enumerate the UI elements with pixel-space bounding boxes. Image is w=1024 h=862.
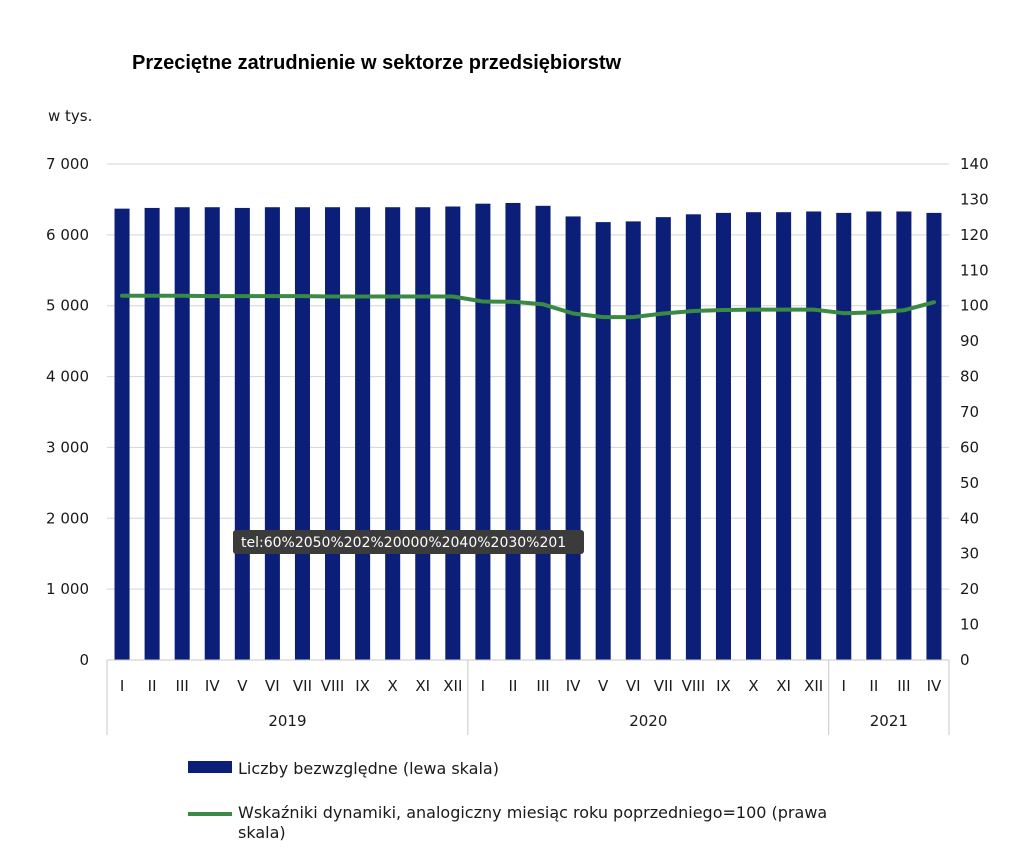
x-group-label: 2020 <box>629 712 667 730</box>
y-tick-label: 4 000 <box>46 368 89 386</box>
y-axis-label: w tys. <box>48 107 92 125</box>
bar <box>926 212 942 661</box>
x-tick-label: VIII <box>321 677 345 695</box>
bar-series <box>114 202 942 661</box>
y2-tick-label: 20 <box>960 580 979 598</box>
bar <box>174 207 190 661</box>
x-tick-label: IX <box>355 677 370 695</box>
x-group-label: 2021 <box>870 712 908 730</box>
x-tick-label: VI <box>265 677 280 695</box>
bar <box>325 207 341 661</box>
legend-label-bars: Liczby bezwzględne (lewa skala) <box>238 759 499 778</box>
y-tick-label: 5 000 <box>46 297 89 315</box>
bar <box>595 222 611 661</box>
bar <box>685 214 701 660</box>
x-tick-label: III <box>536 677 549 695</box>
bar <box>234 207 250 660</box>
bar <box>505 202 521 660</box>
y-tick-label: 2 000 <box>46 509 89 527</box>
x-tick-label: VIII <box>682 677 706 695</box>
x-tick-label: V <box>598 677 609 695</box>
y2-tick-label: 80 <box>960 368 979 386</box>
x-tick-label: XI <box>415 677 430 695</box>
y-tick-label: 1 000 <box>46 580 89 598</box>
bar <box>896 211 912 660</box>
x-tick-label: II <box>148 677 157 695</box>
bar <box>114 208 130 660</box>
bar <box>866 211 882 660</box>
x-tick-label: VI <box>626 677 641 695</box>
series-line <box>120 293 936 320</box>
x-tick-label: VII <box>293 677 312 695</box>
x-axis: I II III IV V VI VII VIII IX X XI XII I II III IV V VI VII… <box>106 659 950 735</box>
bar <box>445 206 461 660</box>
y2-tick-label: 0 <box>960 651 970 669</box>
bar <box>294 207 310 661</box>
x-tick-label: IV <box>566 677 581 695</box>
bar <box>715 212 731 661</box>
bar <box>264 207 280 661</box>
y2-tick-label: 50 <box>960 474 979 492</box>
gridlines <box>107 163 949 590</box>
bar <box>655 217 671 660</box>
bar <box>475 203 491 660</box>
y2-tick-label: 30 <box>960 545 979 563</box>
y-tick-label: 7 000 <box>46 155 89 173</box>
tooltip-background <box>233 530 584 554</box>
bar <box>776 212 792 660</box>
x-tick-label: IV <box>927 677 942 695</box>
x-tick-label: XII <box>443 677 462 695</box>
y-tick-label: 3 000 <box>46 438 89 456</box>
y-tick-label: 0 <box>79 651 89 669</box>
bar <box>836 212 852 661</box>
x-tick-label: V <box>237 677 248 695</box>
legend-swatch-bars <box>188 761 232 773</box>
x-tick-label: VII <box>654 677 673 695</box>
x-tick-label: III <box>176 677 189 695</box>
legend-label-line: Wskaźniki dynamiki, analogiczny miesiąc … <box>238 803 827 842</box>
y2-tick-label: 10 <box>960 616 979 634</box>
y2-tick-label: 140 <box>960 155 989 173</box>
x-tick-label: III <box>897 677 910 695</box>
y-tick-label: 6 000 <box>46 226 89 244</box>
line-series <box>120 293 936 320</box>
chart-title: Przeciętne zatrudnienie w sektorze przed… <box>132 52 621 74</box>
tooltip-text: tel:60%2050%202%20000%2040%2030%201 <box>241 535 566 551</box>
bar <box>746 212 762 660</box>
bar <box>625 221 641 660</box>
x-tick-label: XI <box>776 677 791 695</box>
bar <box>565 216 581 661</box>
x-tick-label: X <box>388 677 398 695</box>
bar <box>385 207 401 661</box>
x-tick-label: I <box>120 677 124 695</box>
y2-tick-label: 100 <box>960 297 989 315</box>
x-tick-label: I <box>481 677 485 695</box>
y-axis-left: 7 000 6 000 5 000 4 000 3 000 2 000 1 000 0 <box>46 155 89 669</box>
y2-tick-label: 60 <box>960 438 979 456</box>
x-tick-label: I <box>842 677 846 695</box>
link-tooltip: tel:60%2050%202%20000%2040%2030%201 <box>233 530 584 554</box>
x-tick-label: II <box>869 677 878 695</box>
x-tick-label: IX <box>716 677 731 695</box>
bar <box>535 205 551 660</box>
y2-tick-label: 90 <box>960 332 979 350</box>
y2-tick-label: 120 <box>960 226 989 244</box>
bar <box>355 207 371 661</box>
y2-tick-label: 70 <box>960 403 979 421</box>
bar <box>806 211 822 660</box>
y2-tick-label: 130 <box>960 190 989 208</box>
x-tick-label: IV <box>205 677 220 695</box>
bar <box>144 207 160 660</box>
x-tick-label: II <box>509 677 518 695</box>
x-group-label: 2019 <box>268 712 306 730</box>
x-tick-label: X <box>748 677 758 695</box>
x-tick-label: XII <box>804 677 823 695</box>
y2-tick-label: 40 <box>960 509 979 527</box>
legend: Liczby bezwzględne (lewa skala) Wskaźniki… <box>188 759 827 842</box>
bar <box>204 207 220 661</box>
y2-tick-label: 110 <box>960 261 989 279</box>
bar <box>415 207 431 661</box>
